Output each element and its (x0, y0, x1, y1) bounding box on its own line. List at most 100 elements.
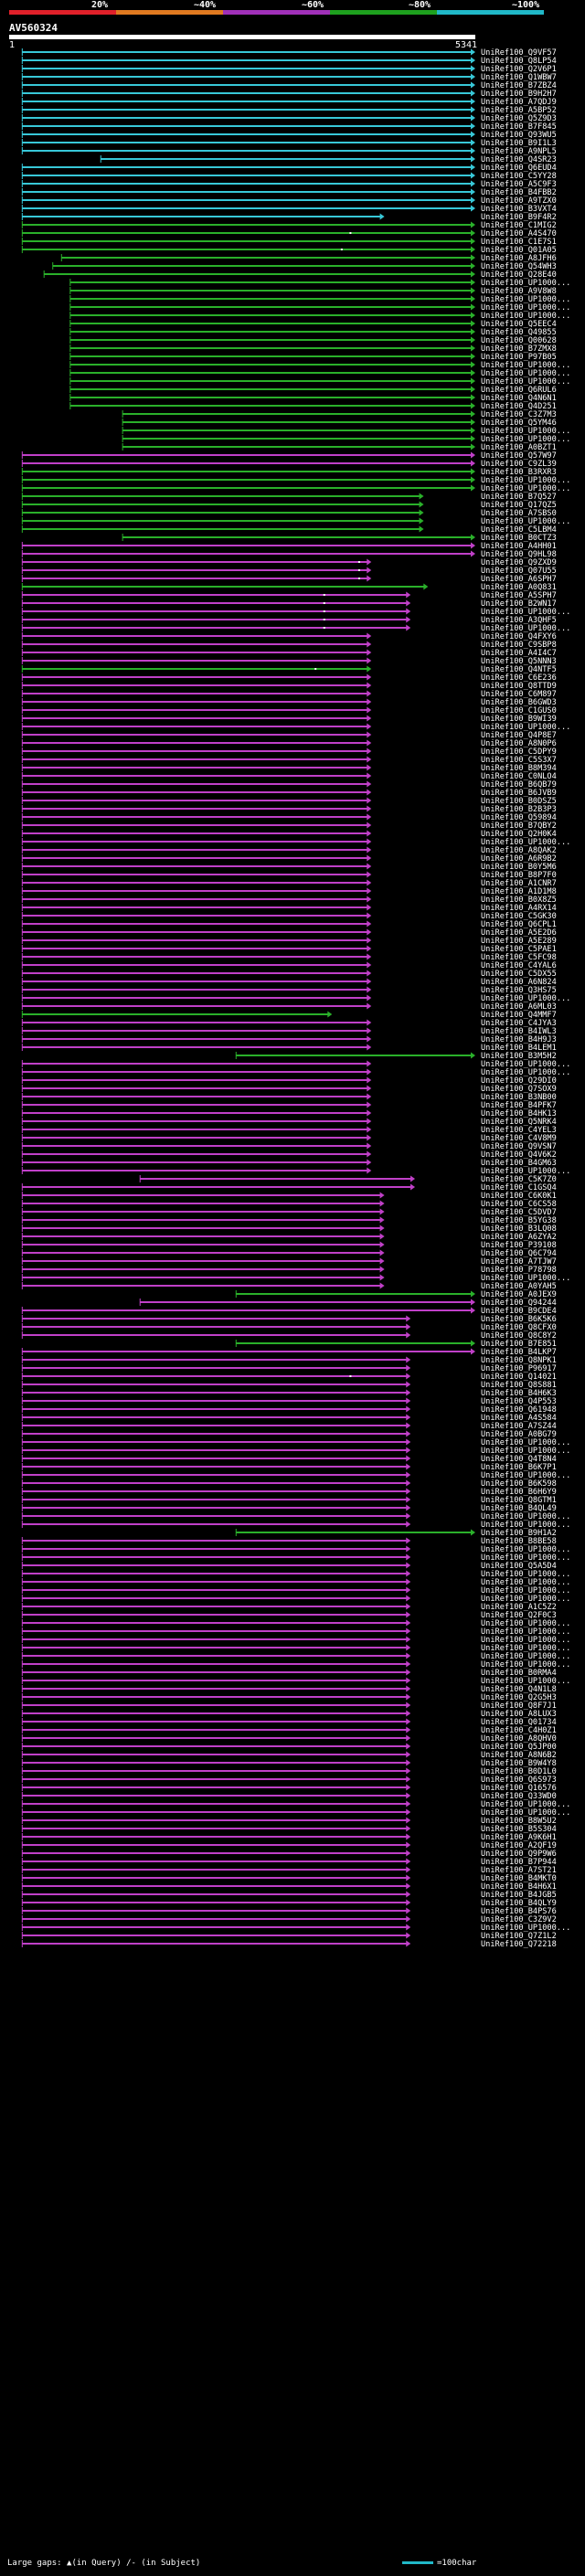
hit-label[interactable]: UniRef100_B3M5H2 (481, 1052, 557, 1061)
hit-row[interactable]: UniRef100_Q2V6P1 (21, 65, 557, 74)
hit-label[interactable]: UniRef100_Q7Z1L2 (481, 1932, 557, 1941)
hit-label[interactable]: UniRef100_B4QL49 (481, 1504, 557, 1513)
hit-row[interactable]: UniRef100_A7SBS0 (21, 509, 557, 518)
hit-label[interactable]: UniRef100_A1CNR7 (481, 879, 557, 888)
hit-label[interactable]: UniRef100_B6K5K6 (481, 1315, 557, 1324)
hit-label[interactable]: UniRef100_UP1000... (481, 1924, 570, 1933)
hit-row[interactable]: UniRef100_A7TJW7 (21, 1257, 557, 1267)
hit-row[interactable]: UniRef100_B7E851 (235, 1340, 557, 1349)
hit-label[interactable]: UniRef100_C5GK30 (481, 912, 557, 921)
hit-row[interactable]: UniRef100_B7QBY2 (21, 822, 557, 831)
hit-row[interactable]: UniRef100_B3RXR3 (21, 468, 557, 477)
hit-label[interactable]: UniRef100_B3LQ08 (481, 1224, 557, 1234)
hit-label[interactable]: UniRef100_B7ZBZ4 (481, 81, 557, 90)
hit-label[interactable]: UniRef100_A0Q831 (481, 583, 557, 592)
hit-row[interactable]: UniRef100_UP1000... (21, 723, 570, 732)
hit-label[interactable]: UniRef100_UP1000... (481, 1636, 570, 1645)
hit-label[interactable]: UniRef100_C5DX55 (481, 970, 557, 979)
hit-row[interactable]: UniRef100_UP1000... (122, 435, 570, 444)
hit-row[interactable]: UniRef100_Q07U55 (21, 567, 557, 576)
hit-label[interactable]: UniRef100_A8JFH6 (481, 254, 557, 263)
hit-row[interactable]: UniRef100_A5E2D6 (21, 928, 557, 938)
hit-row[interactable]: UniRef100_Q8NPK1 (21, 1356, 557, 1365)
hit-label[interactable]: UniRef100_Q57W97 (481, 451, 557, 461)
hit-row[interactable]: UniRef100_UP1000... (122, 427, 570, 436)
hit-label[interactable]: UniRef100_B7QBY2 (481, 822, 557, 831)
hit-row[interactable]: UniRef100_C5S3X7 (21, 756, 557, 765)
hit-row[interactable]: UniRef100_UP1000... (21, 1636, 570, 1645)
hit-row[interactable]: UniRef100_B0Y5M6 (21, 863, 557, 872)
hit-row[interactable]: UniRef100_B4FBB2 (21, 188, 557, 197)
hit-row[interactable]: UniRef100_B9H2H7 (21, 90, 557, 99)
hit-row[interactable]: UniRef100_A8LUX3 (21, 1710, 557, 1719)
hit-label[interactable]: UniRef100_A5C9F3 (481, 180, 557, 189)
hit-label[interactable]: UniRef100_Q33WD0 (481, 1792, 557, 1801)
hit-label[interactable]: UniRef100_UP1000... (481, 723, 570, 732)
hit-row[interactable]: UniRef100_Q93WU5 (21, 131, 557, 140)
hit-label[interactable]: UniRef100_B4FBB2 (481, 188, 557, 197)
hit-row[interactable]: UniRef100_Q4N1L8 (21, 1685, 557, 1694)
hit-label[interactable]: UniRef100_Q01A05 (481, 246, 557, 255)
hit-label[interactable]: UniRef100_Q6EUD4 (481, 164, 557, 173)
hit-label[interactable]: UniRef100_Q61948 (481, 1405, 557, 1415)
hit-row[interactable]: UniRef100_Q8S881 (21, 1381, 557, 1390)
hit-label[interactable]: UniRef100_Q2F0C3 (481, 1611, 557, 1620)
hit-label[interactable]: UniRef100_C4H0Z1 (481, 1726, 557, 1735)
hit-label[interactable]: UniRef100_Q3HS75 (481, 986, 557, 995)
hit-label[interactable]: UniRef100_C9SBP8 (481, 641, 557, 650)
hit-label[interactable]: UniRef100_UP1000... (481, 608, 570, 617)
hit-label[interactable]: UniRef100_C5LBM4 (481, 525, 557, 535)
hit-label[interactable]: UniRef100_B4LKP7 (481, 1348, 557, 1357)
hit-label[interactable]: UniRef100_C6M897 (481, 690, 557, 699)
hit-label[interactable]: UniRef100_Q00628 (481, 336, 557, 345)
hit-row[interactable]: UniRef100_Q6C794 (21, 1249, 557, 1258)
hit-row[interactable]: UniRef100_B8P7F0 (21, 871, 557, 880)
hit-row[interactable]: UniRef100_B9W4Y8 (21, 1759, 557, 1768)
hit-label[interactable]: UniRef100_UP1000... (481, 1644, 570, 1653)
hit-label[interactable]: UniRef100_UP1000... (481, 1447, 570, 1456)
hit-row[interactable]: UniRef100_C5PAE1 (21, 945, 557, 954)
hit-row[interactable]: UniRef100_UP1000... (21, 1167, 570, 1176)
hit-row[interactable]: UniRef100_UP1000... (21, 476, 570, 485)
hit-label[interactable]: UniRef100_B9I1L3 (481, 139, 557, 148)
hit-row[interactable]: UniRef100_B5S304 (21, 1825, 557, 1834)
hit-row[interactable]: UniRef100_B6K7P1 (21, 1463, 557, 1472)
hit-label[interactable]: UniRef100_B5S304 (481, 1825, 557, 1834)
hit-label[interactable]: UniRef100_B8M394 (481, 764, 557, 773)
hit-label[interactable]: UniRef100_C4YAL6 (481, 961, 557, 970)
hit-row[interactable]: UniRef100_UP1000... (21, 1644, 570, 1653)
hit-row[interactable]: UniRef100_B3NB00 (21, 1093, 557, 1102)
hit-label[interactable]: UniRef100_A8N0P6 (481, 739, 557, 748)
hit-label[interactable]: UniRef100_A0BG79 (481, 1430, 557, 1439)
hit-row[interactable]: UniRef100_Q2G5H3 (21, 1693, 557, 1702)
hit-label[interactable]: UniRef100_C5K7Z0 (481, 1175, 557, 1184)
hit-row[interactable]: UniRef100_UP1000... (21, 1586, 570, 1595)
hit-row[interactable]: UniRef100_UP1000... (69, 312, 570, 321)
hit-label[interactable]: UniRef100_UP1000... (481, 303, 570, 313)
hit-label[interactable]: UniRef100_C3Z9V2 (481, 1915, 557, 1924)
hit-label[interactable]: UniRef100_A1D1M8 (481, 887, 557, 896)
hit-row[interactable]: UniRef100_UP1000... (21, 838, 570, 847)
hit-row[interactable]: UniRef100_B6H6Y9 (21, 1488, 557, 1497)
hit-row[interactable]: UniRef100_B9F4R2 (21, 213, 557, 222)
hit-label[interactable]: UniRef100_Q5A5D4 (481, 1562, 557, 1571)
hit-row[interactable]: UniRef100_C3Z7M3 (122, 410, 557, 419)
hit-row[interactable]: UniRef100_UP1000... (69, 369, 570, 378)
hit-label[interactable]: UniRef100_B4PFK7 (481, 1101, 557, 1110)
hit-row[interactable]: UniRef100_C5DVD7 (21, 1208, 557, 1217)
hit-label[interactable]: UniRef100_Q8F7J1 (481, 1701, 557, 1711)
hit-label[interactable]: UniRef100_UP1000... (481, 435, 570, 444)
hit-row[interactable]: UniRef100_B9I1L3 (21, 139, 557, 148)
hit-label[interactable]: UniRef100_UP1000... (481, 1627, 570, 1637)
hit-row[interactable]: UniRef100_Q4V6K2 (21, 1150, 557, 1160)
hit-label[interactable]: UniRef100_UP1000... (481, 1512, 570, 1521)
hit-row[interactable]: UniRef100_A9V8W8 (69, 287, 557, 296)
hit-label[interactable]: UniRef100_Q8TTD9 (481, 682, 557, 691)
hit-label[interactable]: UniRef100_UP1000... (481, 1521, 570, 1530)
hit-row[interactable]: UniRef100_B3M5H2 (235, 1052, 557, 1061)
hit-row[interactable]: UniRef100_UP1000... (21, 624, 570, 633)
hit-label[interactable]: UniRef100_Q8NPK1 (481, 1356, 557, 1365)
hit-label[interactable]: UniRef100_B3NB00 (481, 1093, 557, 1102)
hit-label[interactable]: UniRef100_B5YG38 (481, 1216, 557, 1225)
hit-row[interactable]: UniRef100_Q6CPL1 (21, 920, 557, 929)
